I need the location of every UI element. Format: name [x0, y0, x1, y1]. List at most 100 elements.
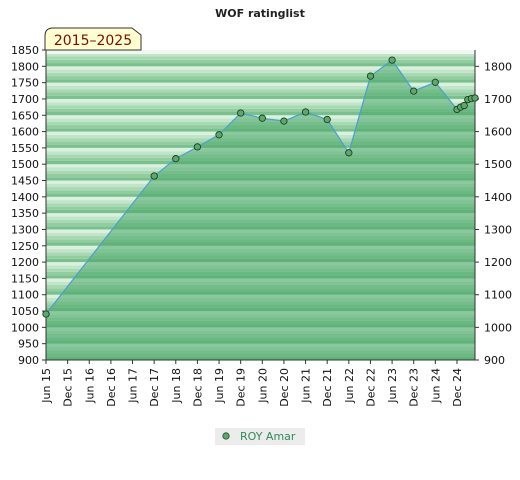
y-tick-label: 1100 [11, 289, 39, 302]
data-points [42, 56, 479, 318]
y-tick-label: 1400 [484, 191, 512, 204]
y-tick-label: 1000 [484, 321, 512, 334]
x-tick-label: Dec 24 [451, 368, 464, 407]
data-point [172, 155, 180, 163]
band [46, 108, 475, 112]
y-tick-label: 1300 [11, 223, 39, 236]
y-tick-label: 1600 [11, 126, 39, 139]
data-point [345, 149, 353, 157]
y-tick-label: 1000 [11, 321, 39, 334]
x-tick-label: Dec 17 [148, 368, 161, 407]
band [46, 72, 475, 77]
y-tick-label: 1350 [11, 207, 39, 220]
band [46, 76, 475, 80]
y-tick-label: 900 [18, 354, 39, 367]
y-tick-label: 1500 [11, 158, 39, 171]
y-tick-label: 1500 [484, 158, 512, 171]
data-point [460, 101, 468, 110]
x-tick-label: Jun 15 [40, 368, 53, 404]
legend-series-name: ROY Amar [240, 430, 296, 443]
data-point [258, 114, 266, 122]
chart-title: WOF ratinglist [215, 7, 305, 20]
y-tick-label: 1550 [11, 142, 39, 155]
data-point [323, 115, 331, 124]
x-tick-label: Jun 17 [127, 368, 140, 404]
y-tick-label: 1150 [11, 272, 39, 285]
band [46, 85, 475, 90]
band [46, 63, 475, 67]
data-point [366, 72, 375, 80]
y-tick-label: 900 [484, 354, 505, 367]
data-point [237, 109, 245, 117]
x-tick-label: Dec 15 [62, 368, 75, 407]
period-label: 2015–2025 [54, 33, 132, 49]
y-tick-label: 1200 [11, 256, 39, 269]
data-point [471, 94, 479, 102]
data-point [431, 78, 439, 86]
x-tick-label: Jun 20 [256, 368, 269, 404]
y-tick-label: 1750 [11, 77, 39, 90]
y-tick-label: 1850 [11, 44, 39, 57]
legend: ROY Amar [215, 428, 305, 445]
x-tick-label: Dec 22 [364, 368, 377, 407]
x-tick-label: Dec 19 [235, 368, 248, 407]
x-tick-label: Jun 24 [429, 368, 442, 404]
data-point [215, 131, 223, 139]
data-point [410, 87, 418, 95]
band [46, 56, 475, 60]
axes [45, 50, 476, 361]
band [46, 105, 475, 109]
x-tick-label: Dec 21 [321, 368, 334, 407]
y-tick-label: 1650 [11, 109, 39, 122]
y-tick-label: 1400 [11, 191, 39, 204]
series-area [46, 60, 475, 360]
x-tick-label: Jun 22 [343, 368, 356, 404]
band [46, 95, 475, 99]
band [46, 79, 475, 83]
data-point [150, 172, 158, 180]
y-tick-label: 1800 [11, 60, 39, 73]
y-tick-label: 950 [18, 338, 39, 351]
band [46, 112, 475, 116]
x-tick-label: Jun 18 [170, 368, 183, 404]
x-tick-label: Dec 16 [105, 368, 118, 407]
y-tick-label: 1800 [484, 60, 512, 73]
data-point [193, 143, 202, 151]
period-badge: 2015–2025 [44, 27, 142, 51]
y-tick-label: 1250 [11, 240, 39, 253]
y-tick-label: 1700 [11, 93, 39, 106]
x-tick-label: Dec 23 [408, 368, 421, 407]
band [46, 50, 475, 54]
data-point [280, 117, 288, 125]
band [46, 69, 475, 73]
data-point [301, 108, 310, 116]
band [46, 53, 475, 57]
y-tick-label: 1700 [484, 93, 512, 106]
x-tick-label: Jun 21 [300, 368, 313, 404]
data-point [42, 310, 50, 318]
legend-marker [222, 432, 230, 440]
data-point [388, 56, 396, 64]
x-tick-label: Jun 19 [213, 368, 226, 404]
x-tick-label: Dec 20 [278, 368, 291, 407]
x-axis: Jun 15 Dec 15 Jun 16 Dec 16 Jun 17 Dec 17 Jun … [40, 360, 464, 407]
y-axis-right: 900 1000 1100 1200 1300 1400 1500 1600 1700 1800 [475, 60, 512, 367]
y-tick-label: 1050 [11, 305, 39, 318]
y-tick-label: 1300 [484, 223, 512, 236]
band [46, 102, 475, 106]
band [46, 66, 475, 70]
y-tick-label: 1450 [11, 175, 39, 188]
x-tick-label: Jun 16 [83, 368, 96, 404]
band [46, 98, 475, 103]
x-tick-label: Dec 18 [191, 368, 204, 407]
x-tick-label: Jun 23 [386, 368, 399, 404]
y-tick-label: 1200 [484, 256, 512, 269]
band [46, 82, 475, 86]
y-tick-label: 1600 [484, 126, 512, 139]
band [46, 92, 475, 96]
band [46, 59, 475, 64]
y-tick-label: 1100 [484, 289, 512, 302]
y-axis-left: 900 950 1000 1050 1100 1150 1200 1250 1300 1350 14… [11, 44, 46, 367]
band [46, 89, 475, 93]
